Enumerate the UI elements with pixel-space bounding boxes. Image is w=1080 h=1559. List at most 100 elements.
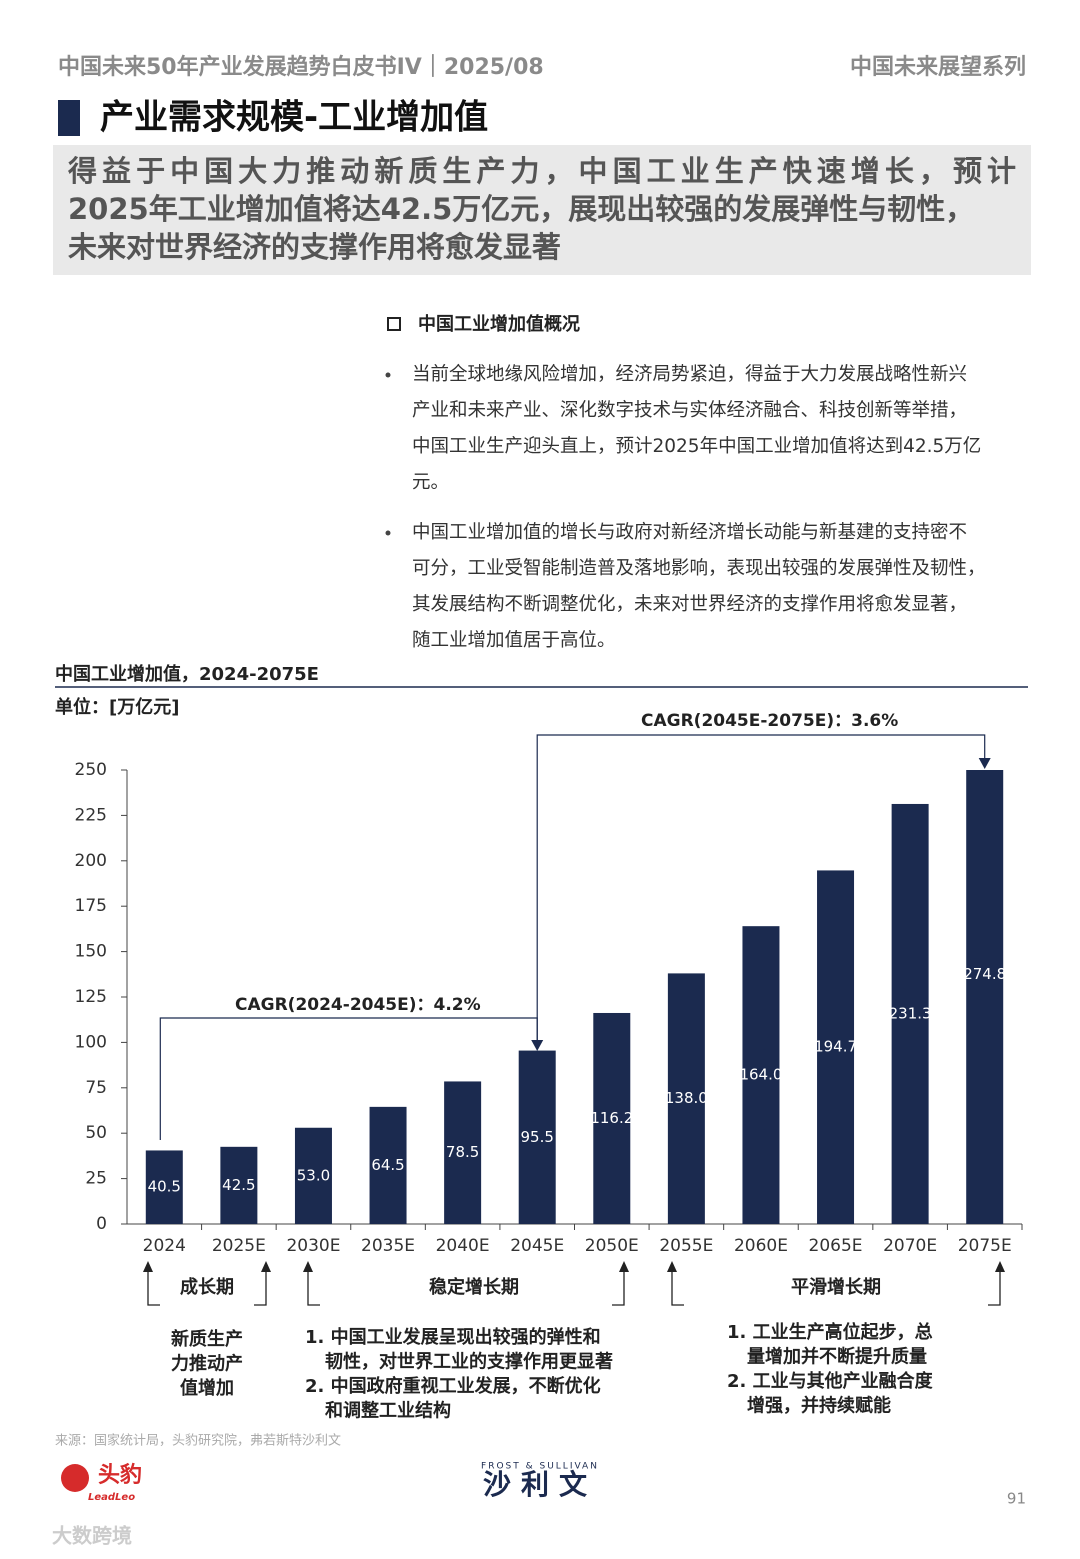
bar [817, 870, 855, 1224]
x-tick-label: 2055E [659, 1236, 713, 1256]
phase-bracket [612, 1266, 625, 1306]
y-tick-label: 125 [75, 987, 107, 1007]
phase-arrow [303, 1261, 313, 1272]
x-tick-label: 2040E [436, 1236, 490, 1256]
bullet-line: 中国工业生产迎头直上，预计2025年中国工业增加值将达到42.5万亿 [412, 436, 981, 457]
bullet-line: 其发展结构不断调整优化，未来对世界经济的支撑作用将愈发显著， [412, 594, 967, 615]
value-label: 40.5 [148, 1178, 181, 1196]
logo-icon [61, 1464, 89, 1492]
x-tick-label: 2065E [809, 1236, 863, 1256]
bar [593, 1012, 631, 1224]
bar [145, 1150, 183, 1224]
value-label: 194.7 [814, 1038, 857, 1056]
phase-description: 和调整工业结构 [325, 1400, 451, 1422]
phase-arrow [143, 1261, 153, 1272]
arrow-head [531, 1040, 544, 1051]
x-tick-label: 2050E [585, 1236, 639, 1256]
phase-bracket [254, 1266, 267, 1306]
phase-bracket [307, 1266, 320, 1306]
bullet-dot [385, 530, 391, 536]
chart-unit: 单位：[万亿元] [55, 696, 179, 718]
bullet-line: 元。 [412, 472, 449, 493]
value-label: 78.5 [446, 1143, 479, 1161]
summary-line: 2025年工业增加值将达42.5万亿元，展现出较强的发展弹性与韧性， [68, 192, 974, 226]
bar [294, 1127, 332, 1224]
y-tick-label: 150 [75, 942, 107, 962]
header-right: 中国未来展望系列 [850, 55, 1026, 80]
phase-description: 值增加 [180, 1377, 234, 1399]
bar [518, 1050, 556, 1224]
bar [220, 1146, 258, 1224]
cagr-bracket [536, 734, 986, 1048]
annotation: CAGR(2045E-2075E)：3.6% [641, 711, 898, 731]
x-tick-label: 2035E [361, 1236, 415, 1256]
value-label: 116.2 [590, 1109, 633, 1127]
bar [369, 1106, 407, 1224]
x-tick-label: 2030E [286, 1236, 340, 1256]
y-tick-label: 175 [75, 896, 107, 916]
x-tick-label: 2075E [958, 1236, 1012, 1256]
page-number: 91 [1007, 1490, 1026, 1508]
watermark: 大数跨境 [52, 1524, 132, 1548]
bullet-line: 可分，工业受智能制造普及落地影响，表现出较强的发展弹性及韧性， [412, 558, 986, 579]
phase-description: 新质生产 [171, 1328, 243, 1350]
x-tick-label: 2025E [212, 1236, 266, 1256]
logo-en: LeadLeo [88, 1492, 135, 1503]
title-block [58, 100, 80, 136]
x-tick-label: 2024 [143, 1236, 186, 1256]
bar [667, 973, 705, 1224]
phase-description: 2. 工业与其他产业融合度 [727, 1370, 934, 1392]
source: 来源：国家统计局，头豹研究院，弗若斯特沙利文 [55, 1433, 341, 1449]
phase-label: 成长期 [180, 1276, 234, 1298]
logo-frost-cn: 沙利文 [483, 1468, 597, 1501]
phase-description: 增强，并持续赋能 [747, 1395, 891, 1417]
x-tick-label: 2060E [734, 1236, 788, 1256]
overview-heading: 中国工业增加值概况 [418, 313, 580, 335]
header-left: 中国未来50年产业发展趋势白皮书IV｜2025/08 [58, 54, 544, 80]
phase-description: 2. 中国政府重视工业发展，不断优化 [305, 1375, 601, 1397]
phase-arrow [261, 1261, 271, 1272]
value-label: 231.3 [889, 1004, 932, 1022]
arrow-head [978, 758, 991, 769]
bullet-line: 随工业增加值居于高位。 [412, 630, 616, 651]
logo-frost: FROST & SULLIVAN [481, 1462, 599, 1472]
phase-description: 1. 中国工业发展呈现出较强的弹性和 [305, 1326, 601, 1348]
value-label: 53.0 [297, 1166, 330, 1184]
x-tick-label: 2045E [510, 1236, 564, 1256]
phase-label: 稳定增长期 [429, 1276, 519, 1298]
y-tick-label: 200 [75, 851, 107, 871]
bullet-dot [385, 372, 391, 378]
y-tick-label: 100 [75, 1032, 107, 1052]
value-label: 274.8 [963, 965, 1006, 983]
phase-arrow [995, 1261, 1005, 1272]
value-label: 164.0 [739, 1066, 782, 1084]
phase-bracket [671, 1266, 684, 1306]
y-tick-label: 75 [85, 1078, 107, 1098]
value-label: 138.0 [665, 1089, 708, 1107]
bar [742, 926, 780, 1224]
value-label: 64.5 [371, 1156, 404, 1174]
value-label: 95.5 [521, 1128, 554, 1146]
x-tick-label: 2070E [883, 1236, 937, 1256]
phase-description: 力推动产 [171, 1353, 243, 1375]
phase-bracket [147, 1266, 160, 1306]
phase-description: 1. 工业生产高位起步，总 [727, 1321, 933, 1343]
summary-box [53, 145, 1031, 275]
y-tick-label: 0 [96, 1214, 107, 1234]
bar [891, 803, 929, 1224]
phase-description: 韧性，对世界工业的支撑作用更显著 [325, 1351, 613, 1373]
checkbox [387, 317, 401, 331]
y-tick-label: 50 [85, 1123, 107, 1143]
bullet-line: 产业和未来产业、深化数字技术与实体经济融合、科技创新等举措， [412, 400, 967, 421]
bars [145, 770, 1004, 1224]
bar [444, 1081, 482, 1224]
chart-title: 中国工业增加值，2024-2075E [55, 663, 319, 685]
phase-bracket [988, 1266, 1001, 1306]
phase-arrow [619, 1261, 629, 1272]
logo-cn: 头豹 [98, 1462, 142, 1488]
section-title: 产业需求规模-工业增加值 [100, 98, 488, 138]
phase-label: 平滑增长期 [791, 1276, 881, 1298]
y-tick-label: 225 [75, 805, 107, 825]
bullet-line: 中国工业增加值的增长与政府对新经济增长动能与新基建的支持密不 [412, 522, 967, 543]
